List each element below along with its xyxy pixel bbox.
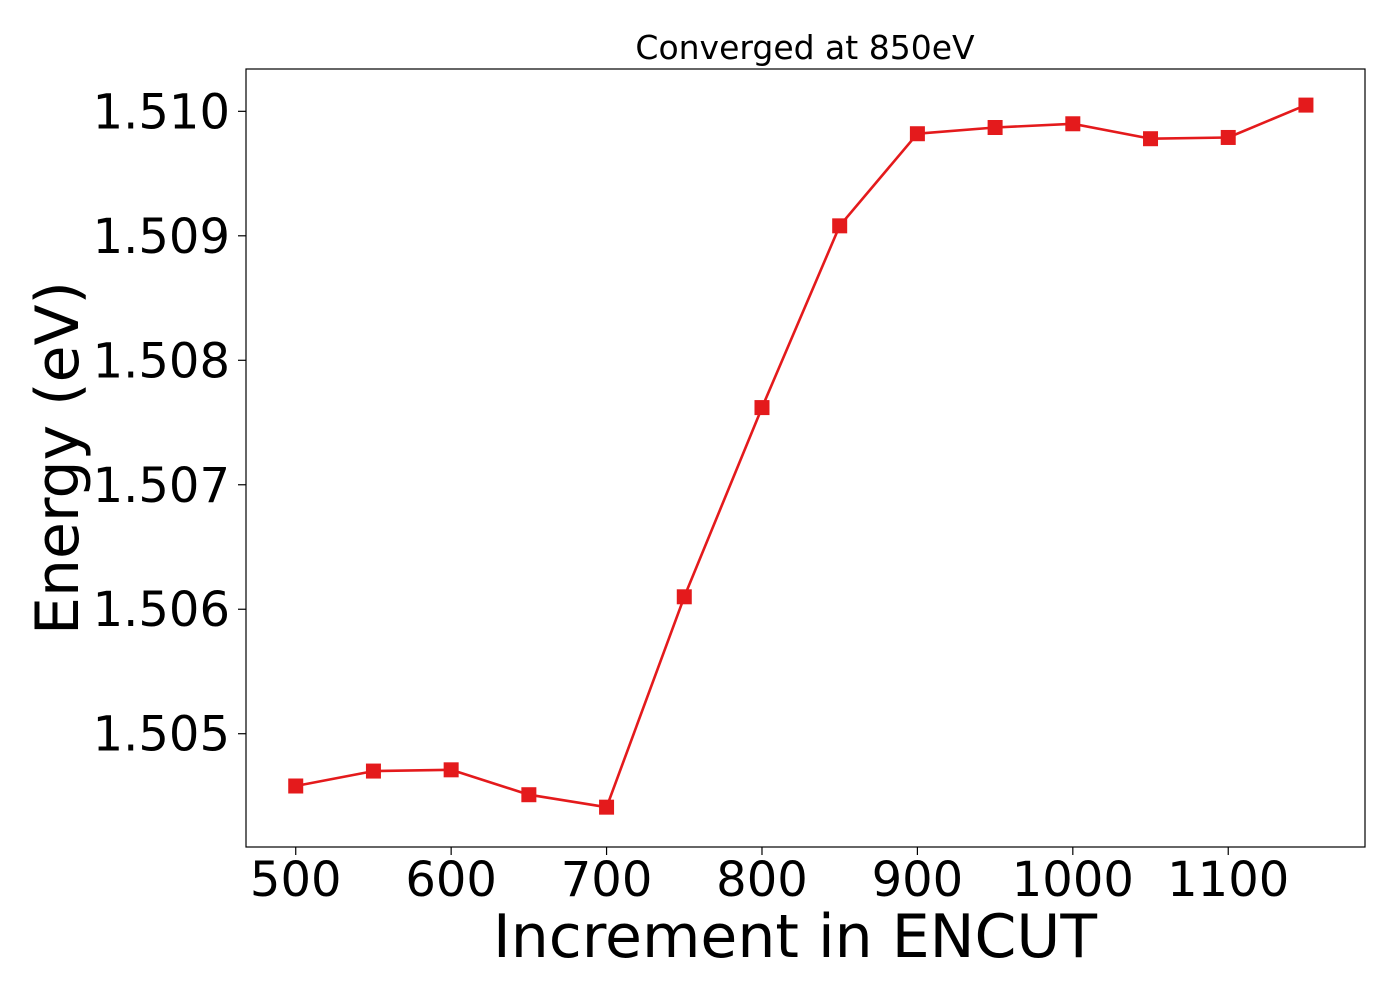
- series-line: [295, 103, 1307, 809]
- data-point-marker: [288, 778, 304, 794]
- x-tick-label: 1100: [1167, 852, 1289, 908]
- x-tick-label: 900: [872, 852, 964, 908]
- x-tick-label: 800: [716, 852, 808, 908]
- y-tick-label: 1.505: [93, 707, 230, 763]
- data-point-marker: [521, 787, 537, 803]
- data-point-marker: [1065, 116, 1081, 132]
- y-tick-label: 1.510: [93, 84, 230, 140]
- y-axis-ticks: 1.505 1.506 1.507 1.508 1.509 1.510: [93, 84, 246, 763]
- data-point-marker: [1143, 131, 1159, 147]
- data-point-marker: [987, 120, 1003, 136]
- x-tick-label: 1000: [1012, 852, 1134, 908]
- chart-title: Converged at 850eV: [635, 28, 975, 67]
- series-layer: [288, 97, 1314, 815]
- y-tick-label: 1.506: [93, 582, 230, 638]
- x-tick-label: 600: [405, 852, 497, 908]
- y-axis-label: Energy (eV): [23, 281, 93, 635]
- y-tick-label: 1.508: [93, 333, 230, 389]
- data-point-marker: [599, 799, 615, 815]
- data-point-marker: [832, 218, 848, 234]
- x-tick-label: 700: [561, 852, 653, 908]
- data-point-marker: [909, 126, 925, 142]
- y-tick-label: 1.509: [93, 209, 230, 265]
- x-axis-ticks: 500 600 700 800 900 1000 1100: [250, 847, 1289, 908]
- data-point-marker: [365, 763, 381, 779]
- data-point-marker: [1298, 97, 1314, 113]
- plot-frame: [245, 68, 1366, 848]
- data-point-marker: [1220, 129, 1236, 145]
- data-point-marker: [443, 762, 459, 778]
- data-point-marker: [676, 589, 692, 605]
- y-tick-label: 1.507: [93, 458, 230, 514]
- data-point-marker: [754, 400, 770, 416]
- x-axis-label: Increment in ENCUT: [493, 902, 1097, 972]
- x-tick-label: 500: [250, 852, 342, 908]
